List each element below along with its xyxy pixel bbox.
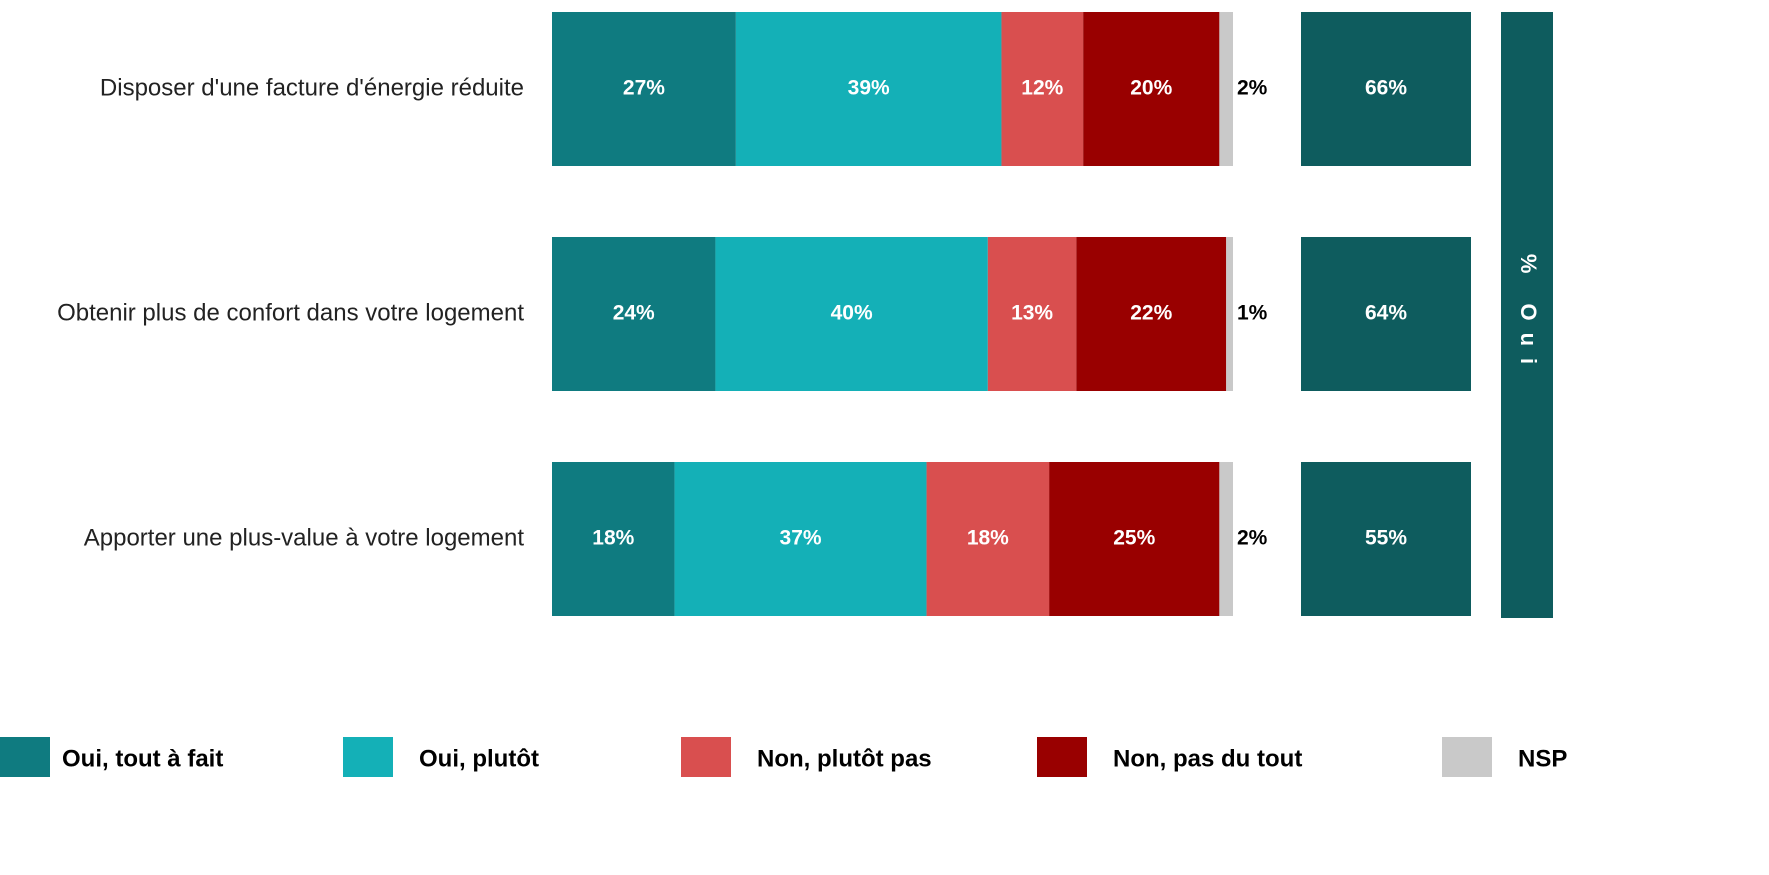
bar-segment [1083, 12, 1220, 166]
value-label: 37% [780, 527, 822, 550]
category-label: Disposer d'une facture d'énergie réduite [100, 74, 524, 101]
value-label: 2% [1237, 77, 1268, 100]
value-label: 22% [1130, 302, 1172, 325]
legend-label: Oui, plutôt [419, 745, 539, 772]
legend-label: Oui, tout à fait [62, 745, 223, 772]
total-label: 55% [1365, 527, 1407, 550]
value-label: 13% [1011, 302, 1053, 325]
bar-segment [552, 462, 675, 616]
legend-swatch [0, 737, 50, 777]
legend-swatch [1442, 737, 1492, 777]
total-label: 66% [1365, 77, 1407, 100]
legend-swatch [681, 737, 731, 777]
value-label: 40% [831, 302, 873, 325]
total-box [1301, 462, 1471, 616]
bar-segment [987, 237, 1077, 391]
value-label: 25% [1113, 527, 1155, 550]
value-label: 2% [1237, 527, 1268, 550]
bar-segment [735, 12, 1002, 166]
legend-label: NSP [1518, 745, 1567, 772]
bar-segment [1226, 237, 1233, 391]
bar-segment [715, 237, 988, 391]
bar-segment [1049, 462, 1220, 616]
category-label: Apporter une plus-value à votre logement [84, 524, 525, 551]
legend-swatch [1037, 737, 1087, 777]
bar-segment [1001, 12, 1084, 166]
total-box [1301, 237, 1471, 391]
value-label: 39% [848, 77, 890, 100]
bar-segment [1219, 12, 1233, 166]
legend-label: Non, pas du tout [1113, 745, 1302, 772]
value-label: 24% [613, 302, 655, 325]
legend-swatch [343, 737, 393, 777]
totals-title: % Oui [1516, 254, 1541, 376]
bar-segment [926, 462, 1050, 616]
bar-segment [552, 237, 716, 391]
bar-segment [1076, 237, 1227, 391]
value-label: 20% [1130, 77, 1172, 100]
total-label: 64% [1365, 302, 1407, 325]
category-label: Obtenir plus de confort dans votre logem… [57, 299, 524, 326]
value-label: 27% [623, 77, 665, 100]
legend-label: Non, plutôt pas [757, 745, 932, 772]
value-label: 18% [967, 527, 1009, 550]
total-box [1301, 12, 1471, 166]
bar-segment [1219, 462, 1233, 616]
value-label: 12% [1021, 77, 1063, 100]
value-label: 1% [1237, 302, 1268, 325]
totals-header [1501, 12, 1553, 618]
bar-segment [552, 12, 736, 166]
value-label: 18% [592, 527, 634, 550]
bar-segment [674, 462, 927, 616]
